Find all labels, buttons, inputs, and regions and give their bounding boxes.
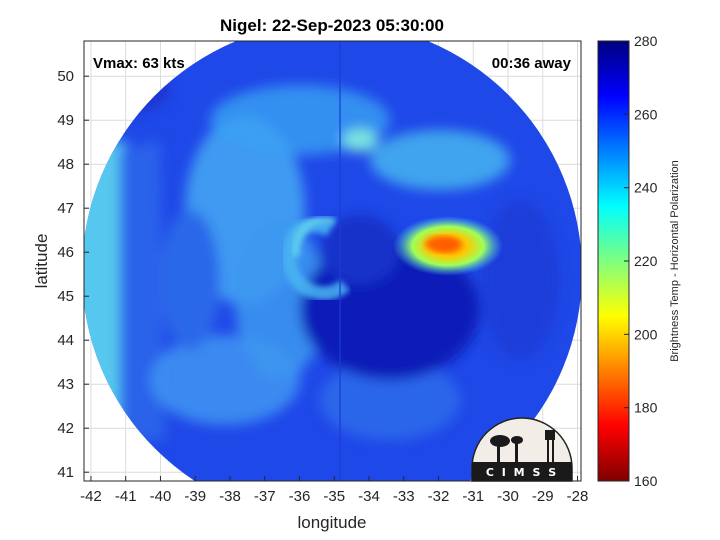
x-tick-label: -42	[80, 488, 102, 505]
y-tick-label: 45	[57, 288, 74, 305]
colorbar-tick-label: 220	[634, 253, 658, 269]
x-tick-label: -41	[115, 488, 137, 505]
x-axis: -42 -41 -40 -39 -38 -37 -36 -35 -34 -33 -32 -31 -30-…	[80, 476, 588, 505]
x-tick-label: -29	[532, 488, 554, 505]
x-tick-label: -28	[567, 488, 589, 505]
time-offset-annotation: 00:36 away	[492, 55, 572, 72]
x-tick-label: -35	[323, 488, 345, 505]
cimss-logo: C I M S S	[471, 417, 573, 482]
x-tick-label: -33	[393, 488, 415, 505]
colorbar-tick-label: 180	[634, 400, 658, 416]
x-tick-label: -31	[462, 488, 484, 505]
colorbar-tick-label: 260	[634, 106, 658, 122]
x-tick-label: -36	[289, 488, 311, 505]
y-tick-label: 50	[57, 68, 74, 85]
x-tick-label: -39	[184, 488, 206, 505]
y-tick-label: 47	[57, 200, 74, 217]
vmax-annotation: Vmax: 63 kts	[93, 55, 185, 72]
x-tick-label: -30	[497, 488, 519, 505]
axes-box	[83, 40, 582, 482]
x-tick-label: -32	[428, 488, 450, 505]
x-tick-label: -38	[219, 488, 241, 505]
colorbar-tick-label: 280	[634, 33, 658, 49]
x-tick-label: -40	[150, 488, 172, 505]
y-axis: 41 42 43 44 45 46 47 48 49 50	[57, 68, 89, 481]
y-tick-label: 41	[57, 464, 74, 481]
colorbar-label: Brightness Temp - Horizontal Polarizatio…	[669, 160, 681, 362]
x-axis-label: longitude	[297, 513, 366, 532]
colorbar	[597, 40, 630, 482]
y-tick-label: 43	[57, 376, 74, 393]
colorbar-tick-label: 240	[634, 180, 658, 196]
microwave-swath	[84, 41, 581, 481]
colorbar-ticks: 160 180 200 220 240 260 280	[624, 33, 658, 489]
colorbar-tick-label: 200	[634, 326, 658, 342]
y-axis-label: latitude	[32, 234, 51, 289]
y-tick-label: 48	[57, 156, 74, 173]
chart-title: Nigel: 22-Sep-2023 05:30:00	[220, 16, 444, 35]
y-tick-label: 44	[57, 332, 74, 349]
colorbar-tick-label: 160	[634, 473, 658, 489]
y-tick-label: 49	[57, 112, 74, 129]
y-tick-label: 46	[57, 244, 74, 261]
logo-text: C I M S S	[486, 466, 558, 479]
x-tick-label: -37	[254, 488, 276, 505]
y-tick-label: 42	[57, 420, 74, 437]
x-tick-label: -34	[358, 488, 380, 505]
